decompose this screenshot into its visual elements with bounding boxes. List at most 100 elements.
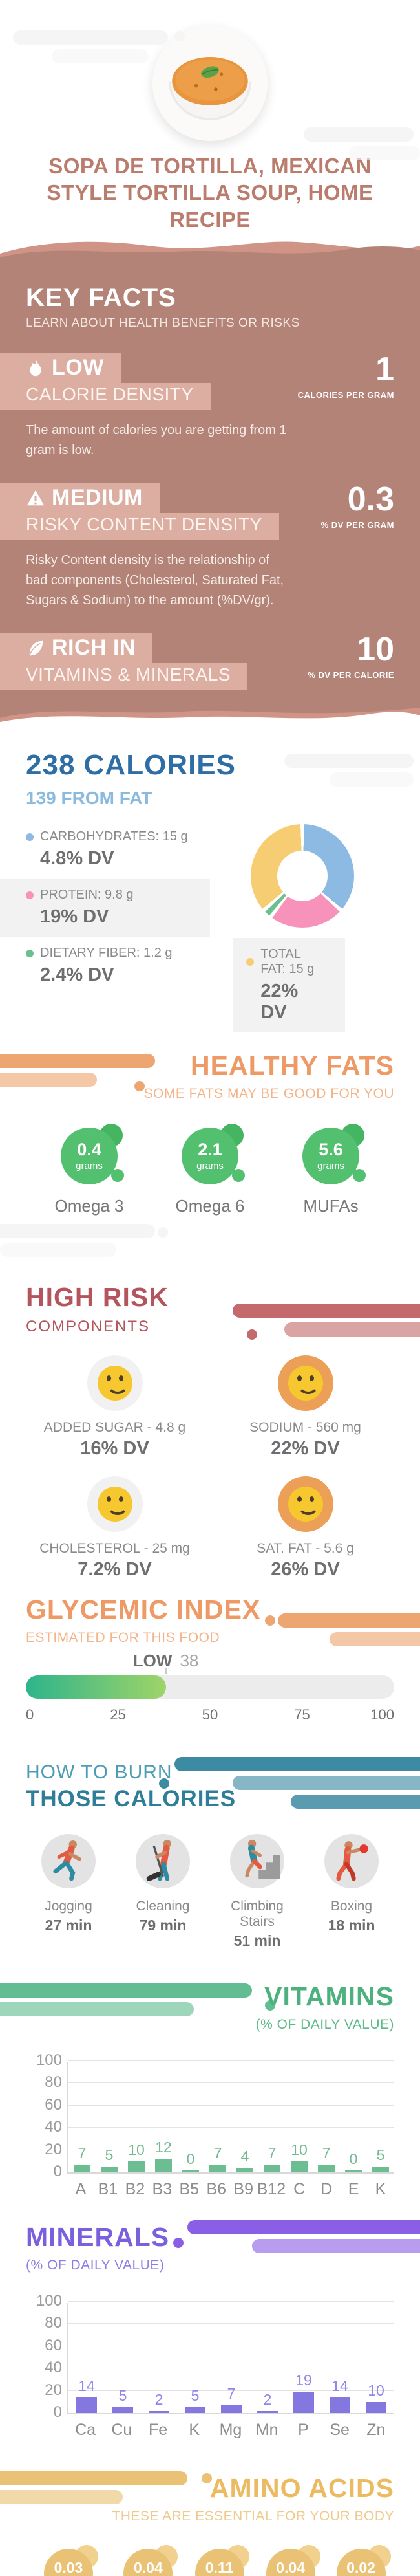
scale-tick-label: 100 — [370, 1707, 394, 1723]
activity-label: Boxing — [330, 1899, 373, 1914]
healthy-fats-subtitle: SOME FATS MAY BE GOOD FOR YOU — [143, 1086, 394, 1101]
glycemic-index-tick — [165, 1668, 167, 1674]
calories-title: 238 CALORIES — [26, 749, 236, 781]
key-fact-name: CALORIE DENSITY — [0, 383, 211, 410]
decorative-blobs — [0, 1219, 168, 1261]
bar — [330, 2397, 350, 2413]
macro-dv: 4.8% DV — [40, 848, 114, 869]
bar-value-label: 7 — [213, 2144, 222, 2161]
bar-value-label: 14 — [331, 2377, 348, 2394]
decorative-blobs — [13, 26, 185, 68]
macro-label-row: CARBOHYDRATES: 15 g — [26, 829, 210, 844]
y-axis-tick-label: 20 — [45, 2381, 62, 2399]
healthy-fat-blob: 2.1 grams — [182, 1124, 245, 1184]
amino-acid-value: 0.04 — [276, 2559, 306, 2576]
bar — [112, 2407, 133, 2413]
amino-acid-value: 0.11 — [205, 2559, 234, 2576]
bar-value-label: 10 — [128, 2141, 145, 2158]
key-facts-list: LOW CALORIE DENSITY 1 CALORIES PER GRAM The … — [0, 353, 394, 695]
category-label: P — [298, 2421, 309, 2439]
bar-column: 5 — [177, 2387, 213, 2413]
category-label: B3 — [152, 2180, 173, 2198]
bar-column: 0 — [177, 2150, 204, 2172]
healthy-fat-blob: 5.6 grams — [302, 1124, 366, 1184]
blob-accent — [353, 1169, 366, 1182]
key-fact-level: MEDIUM — [52, 485, 143, 510]
bar-value-label: 4 — [240, 2148, 249, 2165]
amino-acids-subtitle: THESE ARE ESSENTIAL FOR YOUR BODY — [112, 2509, 394, 2524]
macro-label-row: DIETARY FIBER: 1.2 g — [26, 946, 210, 961]
healthy-fats-heading: HEALTHY FATS SOME FATS MAY BE GOOD FOR Y… — [26, 1051, 394, 1102]
healthy-fat-label: MUFAs — [303, 1196, 359, 1216]
bar — [74, 2164, 90, 2172]
risk-component-label: ADDED SUGAR - 4.8 g — [43, 1420, 186, 1435]
burn-calories-section: HOW TO BURN THOSE CALORIES Jogging 27 min… — [0, 1742, 420, 1962]
minerals-category-labels: Ca Cu Fe K Mg Mn P Se Zn — [67, 2421, 394, 2440]
smiley-face-icon — [97, 1487, 132, 1522]
bar — [155, 2159, 172, 2172]
macro-label-row: TOTAL FAT: 15 g — [246, 947, 319, 977]
activity-minutes: 79 min — [139, 1917, 187, 1934]
key-fact-value-block: 0.3 % DV PER GRAM — [297, 483, 394, 530]
scale-tick-label: 75 — [294, 1707, 310, 1723]
healthy-fat-item: 0.4 grams Omega 3 — [44, 1124, 134, 1216]
high-risk-heading: HIGH RISK COMPONENTS — [26, 1282, 394, 1336]
activity-item: Climbing Stairs 51 min — [215, 1834, 300, 1950]
bar-value-label: 7 — [268, 2144, 277, 2161]
key-fact-unit: % DV PER CALORIE — [308, 670, 394, 680]
healthy-fats-section: HEALTHY FATS SOME FATS MAY BE GOOD FOR Y… — [0, 1032, 420, 1267]
high-risk-section: HIGH RISK COMPONENTS ADDED SUGAR - 4.8 g… — [0, 1267, 420, 1580]
category-label: Fe — [148, 2421, 168, 2439]
key-fact-level: RICH IN — [52, 635, 136, 660]
scale-tick-label: 25 — [110, 1707, 126, 1723]
bar-column: 7 — [68, 2145, 96, 2172]
risk-level-circle — [277, 1355, 333, 1411]
risk-component-label: CHOLESTEROL - 25 mg — [39, 1541, 190, 1556]
amino-acids-list: 0.03gHistidine0.04gIsoleucine0.11gLeucin… — [26, 2545, 394, 2576]
key-fact-value-block: 1 CALORIES PER GRAM — [297, 353, 394, 400]
y-axis-tick-label: 100 — [36, 2292, 62, 2309]
key-fact-level-badge: LOW — [0, 353, 121, 383]
amino-acid-blob: 0.03g — [43, 2545, 98, 2576]
key-facts-subtitle: LEARN ABOUT HEALTH BENEFITS OR RISKS — [26, 316, 300, 330]
macro-grid: CARBOHYDRATES: 15 g 4.8% DV PROTEIN: 9.8 g… — [0, 820, 394, 1032]
y-axis-tick-label: 20 — [45, 2140, 62, 2158]
macro-legend-item: PROTEIN: 9.8 g 19% DV — [0, 879, 210, 937]
activity-item: Boxing 18 min — [309, 1834, 394, 1950]
climbing-stairs-icon — [230, 1834, 284, 1888]
vitamins-title: VITAMINS — [264, 1981, 394, 2011]
key-fact-row: MEDIUM RISKY CONTENT DENSITY 0.3 % DV PER G… — [0, 483, 394, 611]
vitamins-bars: 7 5 10 12 0 7 4 7 10 7 0 5 — [68, 2062, 394, 2172]
bar-value-label: 5 — [105, 2146, 114, 2164]
macro-label-row: PROTEIN: 9.8 g — [26, 888, 210, 902]
risk-component-label: SODIUM - 560 mg — [249, 1420, 361, 1435]
glycemic-index-title: GLYCEMIC INDEX — [26, 1595, 261, 1624]
soup-bowl-illustration — [152, 26, 268, 141]
bar-value-label: 10 — [368, 2381, 384, 2399]
legend-dot — [246, 958, 255, 966]
bar-column: 7 — [204, 2145, 231, 2172]
healthy-fat-label: Omega 3 — [54, 1196, 124, 1216]
category-label: Mg — [219, 2421, 242, 2439]
macro-legend-item: TOTAL FAT: 15 g 22% DV — [233, 938, 345, 1032]
key-fact-value: 1 — [375, 351, 394, 388]
key-fact-level: LOW — [52, 355, 104, 380]
bar-column: 14 — [68, 2377, 105, 2413]
healthy-fat-value: 2.1 — [198, 1139, 222, 1159]
boxing-icon — [324, 1834, 379, 1888]
header-section: SOPA DE TORTILLA, MEXICAN STYLE TORTILLA… — [0, 0, 420, 259]
amino-acid-item: 0.04gIsoleucine — [115, 2545, 182, 2576]
glycemic-index-heading: GLYCEMIC INDEX ESTIMATED FOR THIS FOOD — [26, 1595, 394, 1646]
macro-label: PROTEIN: 9.8 g — [40, 888, 134, 902]
smiley-face-icon — [288, 1366, 323, 1401]
healthy-fat-value-circle: 0.4 grams — [61, 1128, 118, 1184]
amino-acids-heading: AMINO ACIDS THESE ARE ESSENTIAL FOR YOUR… — [26, 2473, 394, 2524]
bar-column: 14 — [322, 2377, 358, 2413]
jogging-icon — [41, 1834, 96, 1888]
bar — [366, 2401, 386, 2413]
glycemic-index-bar — [26, 1675, 394, 1699]
gridline: 80 — [45, 2073, 394, 2091]
amino-acid-item: 0.11gLeucine — [185, 2545, 253, 2576]
risk-level-circle — [277, 1476, 333, 1532]
